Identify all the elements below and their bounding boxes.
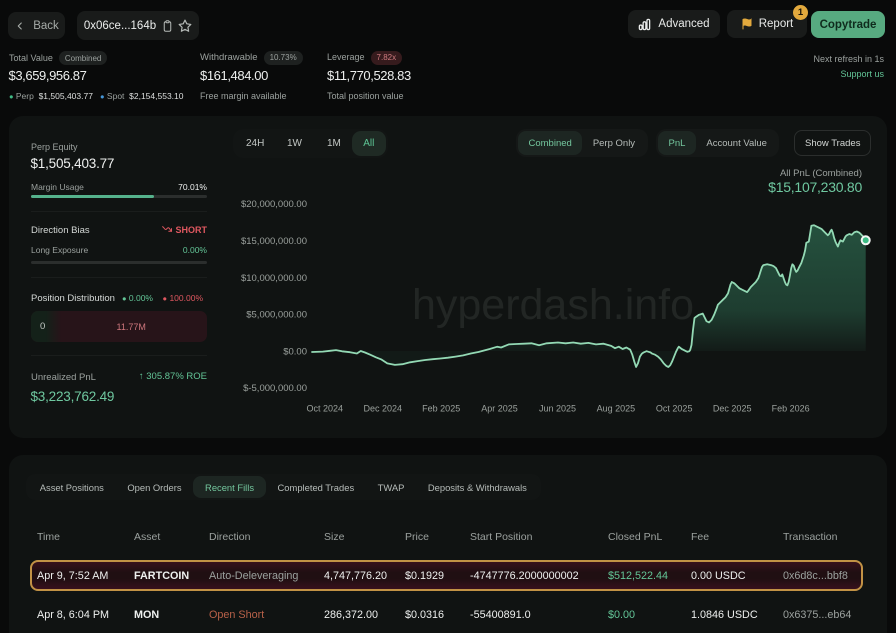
svg-text:Feb 2025: Feb 2025 <box>422 404 460 414</box>
svg-text:Dec 2025: Dec 2025 <box>713 404 752 414</box>
svg-text:Feb 2026: Feb 2026 <box>772 404 810 414</box>
svg-text:Apr 2025: Apr 2025 <box>481 404 518 414</box>
svg-text:$10,000,000.00: $10,000,000.00 <box>241 273 307 284</box>
svg-text:$20,000,000.00: $20,000,000.00 <box>241 199 307 210</box>
svg-text:$5,000,000.00: $5,000,000.00 <box>246 310 307 321</box>
svg-text:Dec 2024: Dec 2024 <box>364 404 403 414</box>
svg-text:$15,000,000.00: $15,000,000.00 <box>241 236 307 247</box>
svg-text:$0.00: $0.00 <box>283 346 307 357</box>
svg-text:Jun 2025: Jun 2025 <box>539 404 576 414</box>
svg-text:hyperdash.info: hyperdash.info <box>412 281 694 329</box>
svg-text:Oct 2024: Oct 2024 <box>307 404 344 414</box>
svg-text:Aug 2025: Aug 2025 <box>597 404 636 414</box>
svg-text:$-5,000,000.00: $-5,000,000.00 <box>243 383 307 394</box>
svg-text:Oct 2025: Oct 2025 <box>656 404 693 414</box>
